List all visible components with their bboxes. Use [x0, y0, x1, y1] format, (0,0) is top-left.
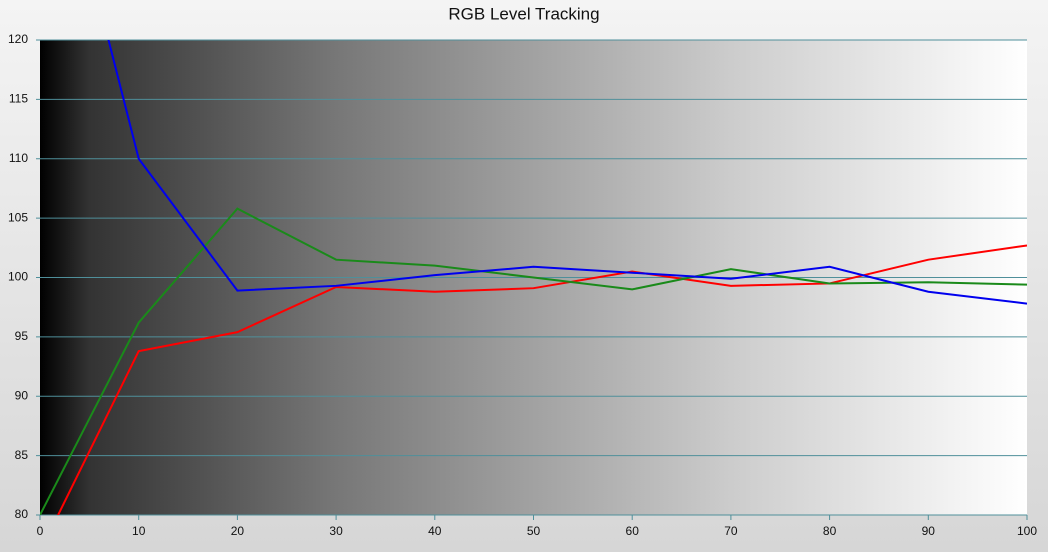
x-tick-label: 90 — [922, 524, 936, 538]
x-tick-label: 40 — [428, 524, 442, 538]
y-tick-label: 80 — [15, 507, 29, 521]
y-tick-label: 105 — [8, 210, 28, 224]
y-tick-label: 110 — [9, 151, 28, 165]
x-tick-label: 10 — [132, 524, 146, 538]
y-tick-label: 100 — [8, 270, 28, 284]
x-tick-label: 60 — [626, 524, 640, 538]
x-tick-label: 80 — [823, 524, 837, 538]
x-tick-label: 0 — [37, 524, 44, 538]
x-tick-label: 30 — [329, 524, 343, 538]
x-tick-label: 100 — [1017, 524, 1037, 538]
y-tick-label: 120 — [8, 32, 28, 46]
y-tick-label: 90 — [15, 388, 29, 402]
y-tick-label: 95 — [15, 329, 29, 343]
chart-title: RGB Level Tracking — [448, 4, 599, 23]
x-tick-label: 20 — [231, 524, 245, 538]
series-line — [107, 40, 1027, 305]
x-tick-label: 50 — [527, 524, 541, 538]
x-tick-label: 70 — [724, 524, 738, 538]
y-tick-label: 115 — [9, 92, 28, 106]
y-tick-label: 85 — [15, 448, 29, 462]
